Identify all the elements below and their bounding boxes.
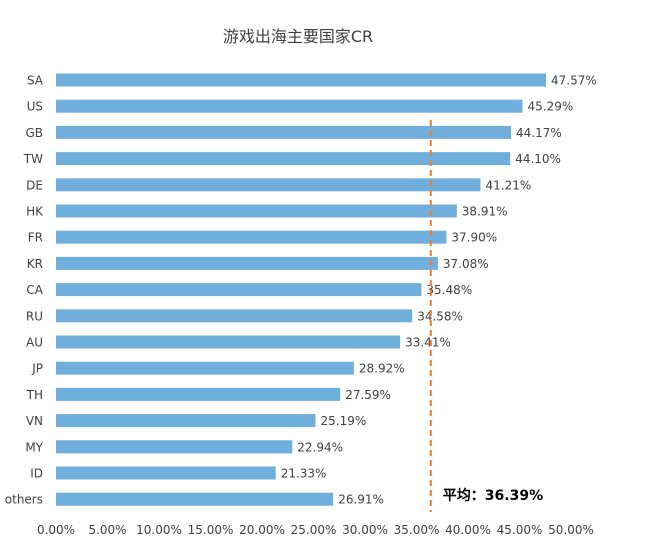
category-label-my: MY bbox=[25, 440, 43, 454]
category-label-ca: CA bbox=[26, 283, 43, 297]
value-label-us: 45.29% bbox=[528, 100, 574, 114]
value-label-jp: 28.92% bbox=[359, 362, 405, 376]
value-label-hk: 38.91% bbox=[462, 205, 508, 219]
value-label-ca: 35.48% bbox=[426, 283, 472, 297]
x-tick-label: 10.00% bbox=[136, 523, 182, 537]
value-label-vn: 25.19% bbox=[321, 414, 367, 428]
bar-de bbox=[56, 178, 481, 192]
category-label-hk: HK bbox=[26, 205, 44, 219]
bar-hk bbox=[56, 204, 457, 218]
x-tick-label: 40.00% bbox=[445, 523, 491, 537]
category-label-vn: VN bbox=[26, 414, 43, 428]
value-label-th: 27.59% bbox=[345, 388, 391, 402]
category-label-us: US bbox=[27, 100, 43, 114]
x-tick-label: 50.00% bbox=[548, 523, 594, 537]
category-label-sa: SA bbox=[27, 74, 44, 88]
category-label-gb: GB bbox=[25, 126, 43, 140]
x-tick-label: 25.00% bbox=[291, 523, 337, 537]
average-layer: 平均：36.39% bbox=[429, 120, 543, 512]
bar-th bbox=[56, 387, 341, 401]
bar-gb bbox=[56, 125, 511, 139]
value-label-ru: 34.58% bbox=[417, 309, 463, 323]
value-label-kr: 37.08% bbox=[443, 257, 489, 271]
bar-kr bbox=[56, 256, 438, 270]
x-tick-label: 15.00% bbox=[188, 523, 234, 537]
value-label-others: 26.91% bbox=[338, 493, 384, 507]
bar-au bbox=[56, 335, 401, 349]
x-tick-label: 30.00% bbox=[342, 523, 388, 537]
bar-tw bbox=[56, 152, 511, 166]
x-tick-label: 5.00% bbox=[88, 523, 126, 537]
category-label-jp: JP bbox=[31, 362, 43, 376]
category-label-ru: RU bbox=[26, 309, 43, 323]
x-tick-label: 35.00% bbox=[394, 523, 440, 537]
bar-fr bbox=[56, 230, 447, 244]
bar-id bbox=[56, 466, 276, 480]
category-label-au: AU bbox=[26, 336, 43, 350]
value-label-my: 22.94% bbox=[297, 440, 343, 454]
category-label-id: ID bbox=[30, 467, 43, 481]
value-label-de: 41.21% bbox=[486, 178, 532, 192]
chart-title: 游戏出海主要国家CR bbox=[223, 27, 373, 46]
category-label-de: DE bbox=[26, 178, 43, 192]
value-label-fr: 37.90% bbox=[451, 231, 497, 245]
value-label-gb: 44.17% bbox=[516, 126, 562, 140]
value-label-tw: 44.10% bbox=[515, 152, 561, 166]
bar-us bbox=[56, 99, 523, 113]
category-label-tw: TW bbox=[23, 152, 43, 166]
category-label-fr: FR bbox=[28, 231, 43, 245]
value-labels: 47.57% 45.29% 44.17% 44.10% 41.21% 38.91% 37.9… bbox=[281, 74, 597, 507]
bar-vn bbox=[56, 414, 316, 428]
category-labels: SA US GB TW DE HK FR KR CA RU AU JP TH VN MY ID others bbox=[5, 74, 44, 507]
category-label-others: others bbox=[5, 493, 43, 507]
value-label-sa: 47.57% bbox=[551, 74, 597, 88]
x-tick-label: 20.00% bbox=[239, 523, 285, 537]
bar-sa bbox=[56, 73, 546, 87]
category-label-th: TH bbox=[26, 388, 43, 402]
x-axis-tick-labels: 0.00% 5.00% 10.00% 15.00% 20.00% 25.00% 30.00%… bbox=[37, 523, 594, 537]
x-tick-label: 45.00% bbox=[497, 523, 543, 537]
bar-my bbox=[56, 440, 293, 454]
bar-ca bbox=[56, 283, 422, 297]
value-label-id: 21.33% bbox=[281, 467, 327, 481]
bar-jp bbox=[56, 361, 354, 375]
bar-others bbox=[56, 492, 334, 506]
category-label-kr: KR bbox=[27, 257, 43, 271]
bars-layer bbox=[56, 73, 546, 506]
value-label-au: 33.41% bbox=[405, 336, 451, 350]
average-label: 平均：36.39% bbox=[443, 487, 543, 504]
x-tick-label: 0.00% bbox=[37, 523, 75, 537]
bar-ru bbox=[56, 309, 413, 323]
